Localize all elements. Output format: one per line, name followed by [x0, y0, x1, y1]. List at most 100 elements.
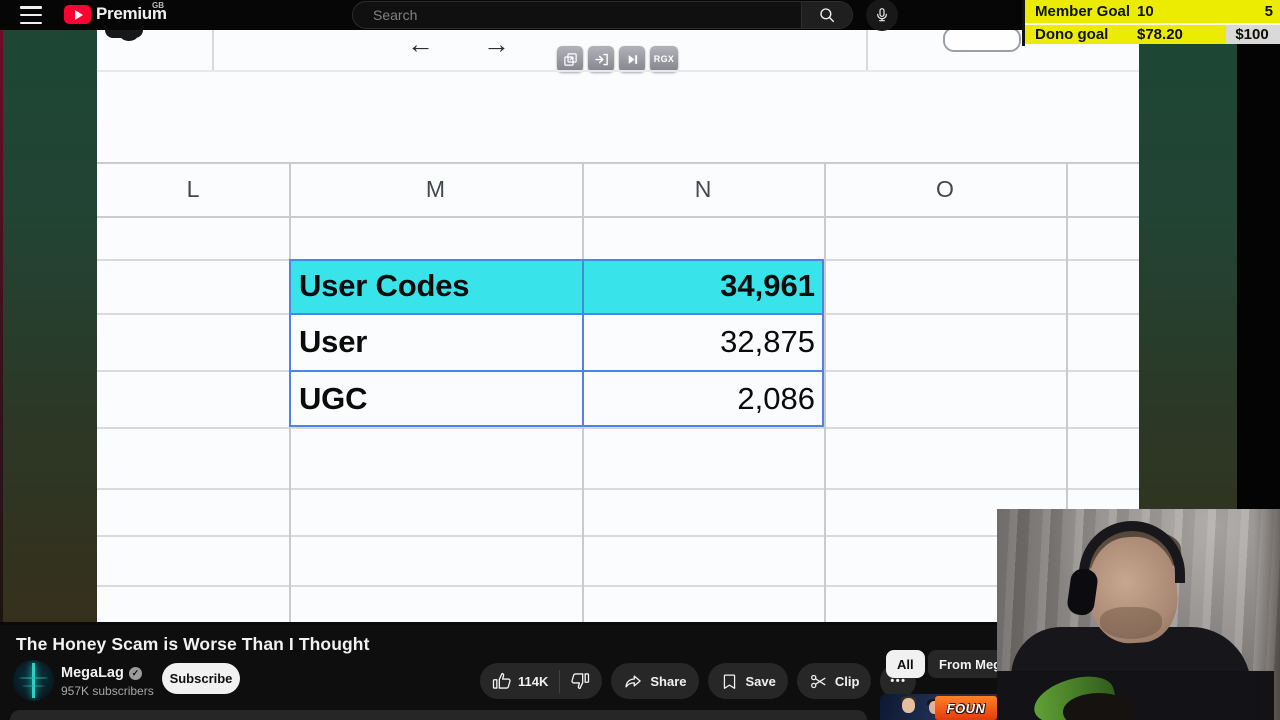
youtube-header: Premium GB Search: [0, 0, 1280, 31]
share-icon: [625, 675, 642, 688]
bookmark-icon: [723, 674, 735, 689]
selected-cell-outline: [943, 30, 1021, 52]
search-input[interactable]: Search: [352, 1, 853, 29]
gridline: [97, 585, 1139, 587]
mic-icon: [877, 8, 887, 22]
scissors-icon: [810, 674, 826, 688]
video-actions: 114K Share Save Clip •••: [480, 663, 917, 699]
cell-label: User: [299, 323, 368, 359]
share-button[interactable]: Share: [611, 663, 699, 699]
webcam-shadow: [1254, 509, 1280, 720]
streamer-beard: [1100, 607, 1162, 639]
goal-current: $78.20: [1137, 26, 1183, 43]
left-background-panel: [3, 30, 97, 625]
thumbnail-banner: FOUN: [935, 696, 997, 720]
goal-current: 10: [1137, 3, 1154, 20]
skip-to-end-icon: [619, 46, 645, 72]
search-icon: [820, 8, 835, 23]
headphones-band: [1079, 521, 1185, 583]
spreadsheet-view: ← → RGX: [97, 30, 1139, 622]
region-label: GB: [152, 1, 164, 10]
cell-label: UGC: [299, 380, 368, 416]
dislike-button[interactable]: [560, 663, 602, 699]
search-placeholder: Search: [373, 7, 418, 23]
selection-inner-line: [582, 261, 584, 425]
column-header-M: M: [425, 175, 446, 202]
search-button[interactable]: [801, 2, 852, 28]
back-arrow-icon: ←: [407, 30, 434, 59]
cell-value: 32,875: [720, 323, 815, 359]
selection-range-border: [289, 259, 824, 427]
cell-label: User Codes: [299, 268, 470, 303]
selection-inner-line: [291, 370, 822, 372]
menu-icon[interactable]: [20, 6, 42, 24]
filter-chip-all[interactable]: All: [886, 650, 925, 678]
highlighted-cells: [289, 259, 824, 313]
column-header-O: O: [936, 175, 954, 202]
gridline: [97, 488, 1139, 490]
thumb-up-icon: [492, 672, 511, 689]
share-label: Share: [650, 673, 687, 689]
table-row: User 32,875: [289, 313, 824, 370]
column-header-N: N: [694, 175, 712, 202]
forward-arrow-icon: →: [483, 30, 510, 59]
avatar-glow: [22, 685, 45, 687]
subscriber-count: 957K subscribers: [61, 684, 154, 698]
channel-avatar[interactable]: [13, 660, 54, 701]
frame-edge-strip: [0, 30, 3, 625]
import-icon: [588, 46, 614, 72]
pill-divider: [559, 669, 561, 693]
thumb-down-icon: [571, 673, 590, 690]
table-row: User Codes 34,961: [289, 259, 824, 313]
dono-goal-row: Dono goal $78.20 $100: [1025, 23, 1280, 44]
gridline: [97, 70, 1139, 72]
table-row: UGC 2,086: [289, 370, 824, 427]
like-button[interactable]: 114K: [480, 663, 559, 699]
clip-label: Clip: [834, 673, 860, 689]
goal-label: Member Goal: [1035, 3, 1131, 20]
cell-value: 34,961: [720, 268, 815, 303]
like-count: 114K: [518, 673, 549, 689]
member-goal-row: Member Goal 10 5: [1025, 0, 1280, 23]
avatar-glow: [19, 677, 48, 679]
gridline: [97, 535, 1139, 537]
gridline: [824, 162, 826, 622]
description-box-top[interactable]: [10, 710, 867, 720]
gridline: [1066, 162, 1068, 622]
subscribe-button[interactable]: Subscribe: [162, 663, 240, 694]
video-title: The Honey Scam is Worse Than I Thought: [16, 634, 370, 654]
video-player[interactable]: ← → RGX: [0, 30, 1280, 625]
selection-inner-line: [291, 313, 822, 315]
channel-name-text: MegaLag: [61, 665, 124, 681]
related-video-thumbnail[interactable]: FOUN: [880, 694, 997, 720]
goal-label: Dono goal: [1035, 26, 1109, 43]
save-label: Save: [745, 673, 776, 689]
column-header-L: L: [186, 175, 200, 202]
youtube-logo-icon[interactable]: [64, 5, 91, 24]
thumbnail-banner-text: FOUN: [946, 700, 986, 716]
gridline: [866, 30, 868, 70]
save-button[interactable]: Save: [707, 663, 788, 699]
voice-search-button[interactable]: [866, 0, 898, 31]
clip-button[interactable]: Clip: [796, 663, 872, 699]
webcam-overlay: [997, 509, 1280, 720]
video-bottom-edge: [0, 622, 1280, 625]
popout-icon: [557, 46, 583, 72]
gridline: [212, 30, 214, 70]
desk-object: [1063, 693, 1135, 720]
thumbnail-figure: [902, 698, 915, 713]
gridline: [97, 162, 1139, 164]
extension-toolbar: RGX: [557, 46, 678, 72]
gridline: [97, 216, 1139, 218]
cell-value: 2,086: [737, 380, 815, 416]
thumbnail-figure: [929, 701, 940, 714]
gridline: [97, 427, 1139, 429]
channel-name[interactable]: MegaLag ✓: [61, 665, 142, 681]
verified-badge-icon: ✓: [128, 666, 142, 680]
cropped-image-blob: [121, 32, 137, 41]
brand-label[interactable]: Premium: [96, 4, 167, 23]
rgx-button: RGX: [650, 46, 678, 72]
goal-target: 5: [1264, 3, 1273, 20]
goal-target: $100: [1226, 25, 1280, 44]
